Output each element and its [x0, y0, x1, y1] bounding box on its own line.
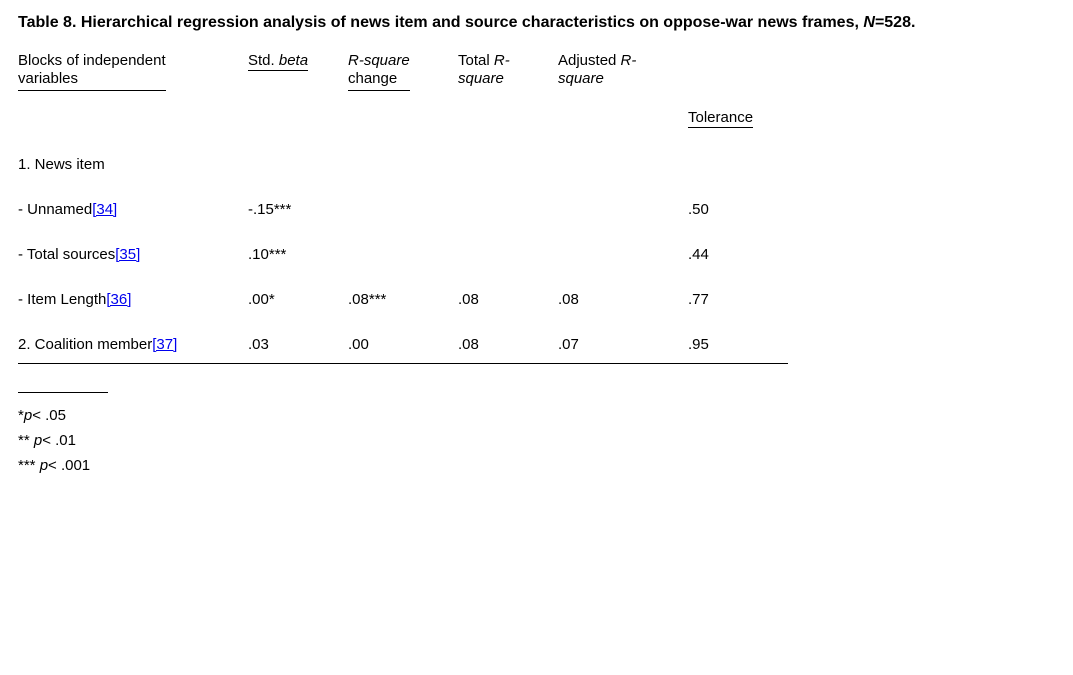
cell-adj-rsq — [558, 187, 688, 232]
regression-table: Blocks of independent variables Std. bet… — [18, 52, 788, 365]
cell-rsq-change: .08*** — [348, 277, 458, 322]
cell-adj-rsq — [558, 232, 688, 277]
cell-beta: .03 — [248, 322, 348, 364]
cell-total-rsq — [458, 232, 558, 277]
header-row-2: Tolerance — [18, 91, 788, 128]
header-std-beta-ital: beta — [279, 52, 308, 69]
header-adj-rsq: Adjusted R- square — [558, 52, 636, 88]
block-1-label: 1. News item — [18, 128, 248, 187]
block-1-header-row: 1. News item — [18, 128, 788, 187]
footnote-link-36[interactable]: [36] — [106, 291, 131, 308]
row-label: - Unnamed — [18, 201, 92, 218]
cell-beta: -.15*** — [248, 187, 348, 232]
cell-total-rsq — [458, 187, 558, 232]
header-total-rsq-prefix: Total — [458, 52, 494, 69]
footnote-link-37[interactable]: [37] — [152, 336, 177, 353]
cell-beta: .10*** — [248, 232, 348, 277]
title-n-value: =528. — [875, 14, 915, 31]
table-row: - Unnamed[34] -.15*** .50 — [18, 187, 788, 232]
table-title: Table 8. Hierarchical regression analysi… — [18, 12, 1055, 34]
table-row: - Total sources[35] .10*** .44 — [18, 232, 788, 277]
table-row: 2. Coalition member[37] .03 .00 .08 .07 … — [18, 322, 788, 364]
header-blocks: Blocks of independent variables — [18, 52, 166, 92]
row-label: 2. Coalition member — [18, 336, 152, 353]
notes-separator — [18, 392, 108, 393]
sig-note-001: *** p< .001 — [18, 457, 1055, 474]
sig-threshold: < .001 — [48, 457, 90, 474]
header-total-rsq: Total R- square — [458, 52, 510, 88]
footnote-link-35[interactable]: [35] — [115, 246, 140, 263]
sig-symbol: *** — [18, 457, 40, 474]
sig-p: p — [40, 457, 48, 474]
sig-note-05: *p< .05 — [18, 407, 1055, 424]
header-total-rsq-ital2: square — [458, 70, 504, 87]
sig-threshold: < .05 — [32, 407, 66, 424]
cell-tolerance: .50 — [688, 187, 788, 232]
header-rsq-change-ital: R-square — [348, 52, 410, 69]
header-total-rsq-ital1: R- — [494, 52, 510, 69]
table-row: - Item Length[36] .00* .08*** .08 .08 .7… — [18, 277, 788, 322]
cell-total-rsq: .08 — [458, 277, 558, 322]
row-label: - Item Length — [18, 291, 106, 308]
header-tolerance: Tolerance — [688, 109, 753, 128]
cell-rsq-change — [348, 232, 458, 277]
cell-tolerance: .44 — [688, 232, 788, 277]
sig-threshold: < .01 — [42, 432, 76, 449]
sig-p: p — [34, 432, 42, 449]
header-adj-rsq-ital2: square — [558, 70, 604, 87]
sig-symbol: ** — [18, 432, 34, 449]
cell-rsq-change: .00 — [348, 322, 458, 364]
cell-adj-rsq: .07 — [558, 322, 688, 364]
cell-tolerance: .77 — [688, 277, 788, 322]
header-rsq-change: R-square change — [348, 52, 410, 92]
header-adj-rsq-ital1: R- — [621, 52, 637, 69]
header-std-beta: Std. beta — [248, 52, 308, 71]
sig-p: p — [24, 407, 32, 424]
cell-total-rsq: .08 — [458, 322, 558, 364]
header-rsq-change-line2: change — [348, 70, 397, 87]
row-label: - Total sources — [18, 246, 115, 263]
header-blocks-line2: variables — [18, 70, 78, 87]
title-n-label: N — [863, 14, 875, 31]
cell-rsq-change — [348, 187, 458, 232]
cell-beta: .00* — [248, 277, 348, 322]
sig-note-01: ** p< .01 — [18, 432, 1055, 449]
footnote-link-34[interactable]: [34] — [92, 201, 117, 218]
cell-adj-rsq: .08 — [558, 277, 688, 322]
cell-tolerance: .95 — [688, 322, 788, 364]
header-std-beta-prefix: Std. — [248, 52, 279, 69]
header-row-1: Blocks of independent variables Std. bet… — [18, 52, 788, 92]
header-blocks-line1: Blocks of independent — [18, 52, 166, 69]
title-text: Table 8. Hierarchical regression analysi… — [18, 14, 863, 31]
header-adj-rsq-prefix: Adjusted — [558, 52, 621, 69]
